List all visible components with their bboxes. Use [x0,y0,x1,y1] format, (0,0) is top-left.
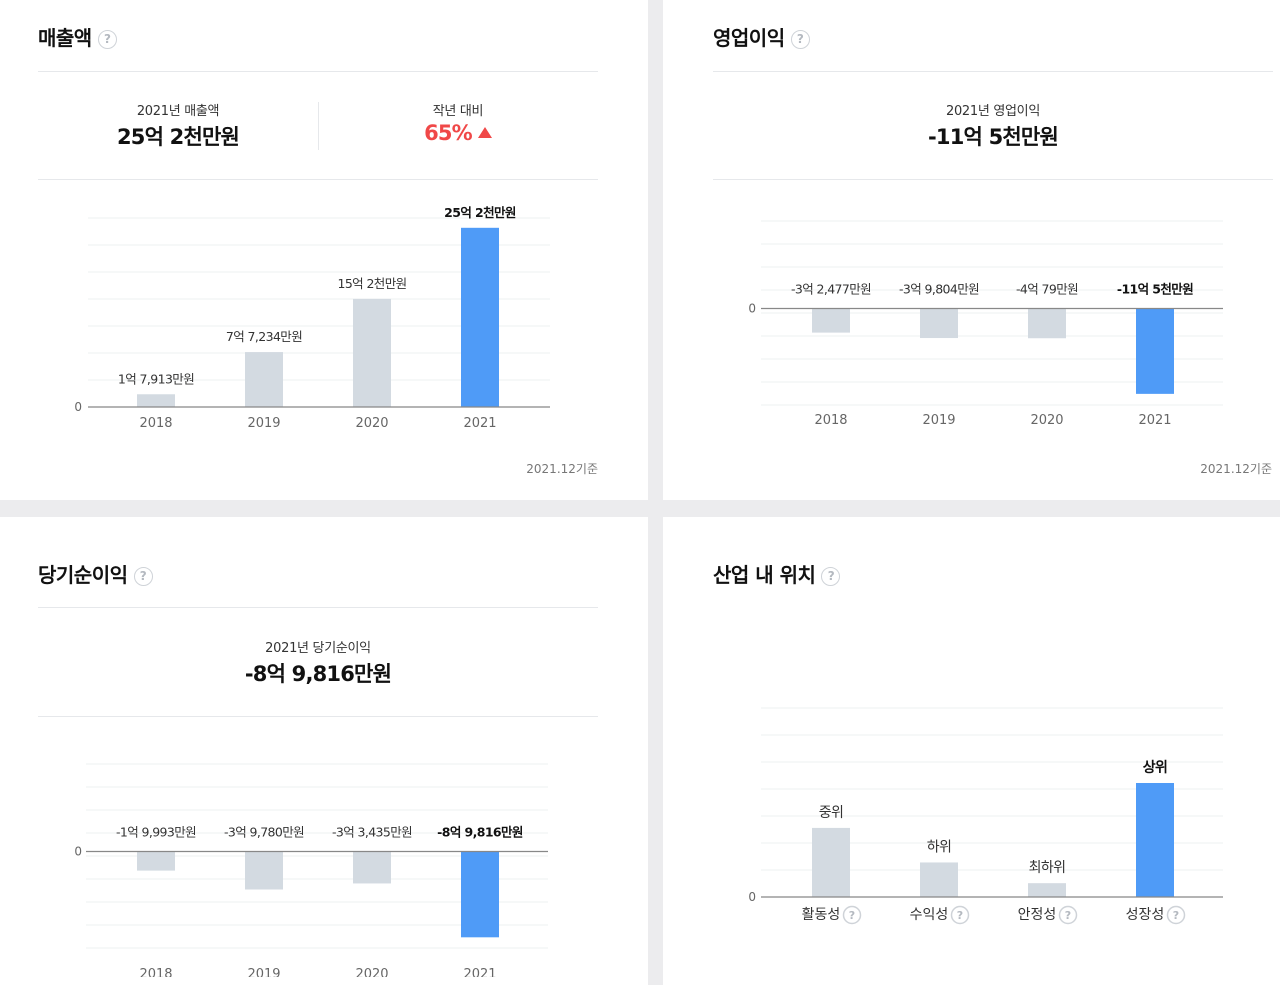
data-label: 7억 7,234만원 [226,329,302,344]
data-label: -3억 9,804만원 [899,282,979,297]
summary-value: -8억 9,816만원 [244,662,392,686]
operating-title: 영업이익? [713,22,810,51]
bar [245,352,283,407]
data-label: 최하위 [1029,860,1066,876]
data-label: 25억 2천만원 [444,205,516,220]
data-label: 하위 [927,839,952,855]
help-icon-glyph: ? [1065,909,1071,922]
category-label: 2019 [247,967,280,977]
help-icon [1058,905,1078,925]
help-icon[interactable]: ? [821,567,841,586]
bar [461,227,499,407]
bar [1028,308,1066,339]
category-label: 2020 [1030,413,1063,428]
bar [920,308,958,339]
category-label: 2018 [139,416,172,431]
footnote: 2021.12기준 [1200,462,1272,476]
divider [713,71,1273,72]
help-icon[interactable]: ? [97,30,117,49]
summary-label: 2021년 당기순이익 [265,641,371,656]
data-label: 1억 7,913만원 [118,371,194,386]
compare-value: 65% [424,121,473,145]
divider [38,607,598,608]
bar [1136,308,1174,394]
net-income-summary: 2021년 당기순이익 -8억 9,816만원 [38,637,598,688]
net-income-chart: 0 -1억 9,993만원 -3억 9,780만원 -3억 3,435만원 -8억 9,… [74,763,548,977]
category-label: 활동성 [802,907,841,923]
category-label: 2021 [463,967,496,977]
help-icon [1166,905,1186,925]
data-label: 상위 [1143,760,1168,776]
increase-arrow-icon [477,127,492,138]
category-label: 안정성 [1018,907,1057,923]
operating-summary: 2021년 영업이익 -11억 5천만원 [713,100,1273,151]
bar [1136,783,1174,897]
summary-value: -11억 5천만원 [928,125,1059,149]
divider [38,71,598,72]
bar [461,851,499,938]
operating-panel: 영업이익? 2021년 영업이익 -11억 5천만원 0 -3억 2,477만원 -… [663,0,1280,500]
revenue-panel: 매출액? 2021년 매출액 25억 2천만원 작년 대비 65% 0 1억 7,… [0,0,648,500]
net-income-panel: 당기순이익? 2021년 당기순이익 -8억 9,816만원 0 -1억 9,99… [0,517,648,985]
help-icon[interactable]: ? [790,30,810,49]
category-label: 수익성 [910,907,949,923]
summary-label: 2021년 영업이익 [945,104,1041,119]
summary-label: 2021년 매출액 [136,104,220,119]
compare-value-row: 65% [318,121,598,145]
bar [1028,883,1066,897]
help-icon-glyph: ? [957,909,963,922]
help-icon-glyph: ? [849,909,855,922]
compare-label: 작년 대비 [432,104,484,119]
bar [353,298,391,407]
summary-value: 25억 2천만원 [116,125,240,149]
category-label: 2020 [355,967,388,977]
bar [137,851,175,871]
revenue-chart: 0 1억 7,913만원 7억 7,234만원 15억 2천만원 25억 2천만원 201… [74,205,550,431]
category-label: 2019 [922,413,955,428]
bar [137,394,175,407]
data-label: -11억 5천만원 [1117,282,1193,297]
bar [353,851,391,884]
bar [812,827,850,897]
data-label: 중위 [819,805,844,821]
revenue-summary: 2021년 매출액 25억 2천만원 [38,100,318,151]
data-label: -4억 79만원 [1016,282,1078,297]
help-icon-glyph: ? [1173,909,1179,922]
divider [38,716,598,717]
help-icon[interactable]: ? [133,567,153,586]
category-label: 2021 [1138,413,1171,428]
data-label: -1억 9,993만원 [116,825,196,840]
data-label: 15억 2천만원 [337,276,406,291]
category-label: 2021 [463,416,496,431]
help-icon [950,905,970,925]
help-icon [842,905,862,925]
category-label: 2019 [247,416,280,431]
divider [713,179,1273,180]
category-label: 2020 [355,416,388,431]
data-label: -3억 9,780만원 [224,825,304,840]
bar [920,862,958,897]
footnote: 2021.12기준 [526,462,598,476]
zero-tick-label: 0 [74,845,82,859]
data-label: -3억 2,477만원 [791,282,871,297]
zero-tick-label: 0 [748,302,756,316]
zero-tick-label: 0 [748,890,756,904]
industry-position-title: 산업 내 위치? [713,559,841,588]
zero-tick-label: 0 [74,400,82,414]
revenue-title: 매출액? [38,22,117,51]
operating-chart: 0 -3억 2,477만원 -3억 9,804만원 -4억 79만원 -11억 5천만원… [748,220,1223,428]
bar [812,308,850,333]
category-label: 2018 [139,967,172,977]
bar [245,851,283,890]
summary-separator [318,102,319,150]
data-label: -3억 3,435만원 [332,825,412,840]
category-label: 성장성 [1126,907,1165,923]
category-label: 2018 [814,413,847,428]
net-income-title: 당기순이익? [38,559,153,588]
data-label: -8억 9,816만원 [437,825,523,840]
divider [38,179,598,180]
revenue-compare: 작년 대비 65% [318,100,598,145]
